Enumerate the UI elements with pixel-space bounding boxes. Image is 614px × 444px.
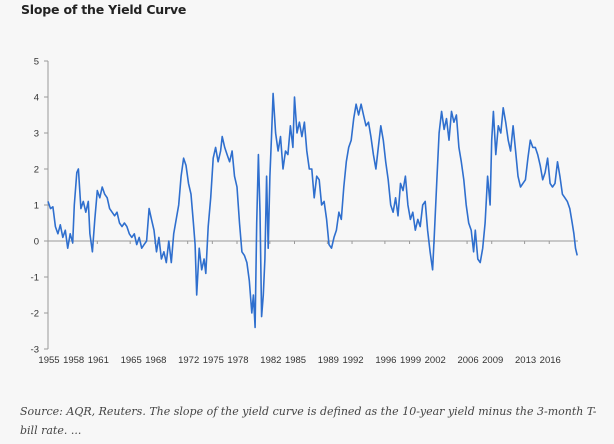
x-tick-label: 1978 — [227, 355, 248, 366]
x-tick-label: 1996 — [375, 355, 396, 366]
x-tick-label: 1961 — [88, 355, 109, 366]
y-tick-label: -3 — [31, 345, 39, 356]
x-tick-label: 2013 — [515, 355, 536, 366]
x-tick-label: 1982 — [260, 355, 281, 366]
line-chart: 5 4 3 2 1 0 -1 -2 -3 1955 1958 1961 1965 1968 1972 197… — [31, 57, 578, 366]
x-tick-label: 1965 — [121, 355, 142, 366]
x-tick-label: 2009 — [482, 355, 503, 366]
x-tick-label: 1972 — [178, 355, 199, 366]
y-tick-label: 2 — [34, 165, 39, 176]
y-tick-label: 3 — [34, 129, 39, 140]
chart-caption: Source: AQR, Reuters. The slope of the y… — [20, 405, 597, 437]
series-line — [47, 92, 578, 329]
x-tick-label: 1992 — [342, 355, 363, 366]
y-tick-label: 1 — [34, 201, 39, 212]
x-tick-label: 1955 — [38, 355, 59, 366]
x-tick-label: 1999 — [400, 355, 421, 366]
y-tick-label: 4 — [34, 93, 39, 104]
chart-title: Slope of the Yield Curve — [21, 2, 187, 17]
x-tick-label: 1968 — [145, 355, 166, 366]
x-tick-label: 1989 — [318, 355, 339, 366]
y-tick-label: -2 — [31, 309, 39, 320]
y-tick-label: 0 — [34, 237, 39, 248]
x-tick-label: 2006 — [457, 355, 478, 366]
y-tick-label: 5 — [34, 57, 39, 68]
y-tick-label: -1 — [31, 273, 39, 284]
x-tick-label: 1958 — [63, 355, 84, 366]
x-tick-label: 2016 — [540, 355, 561, 366]
y-axis: 5 4 3 2 1 0 -1 -2 -3 — [31, 57, 49, 356]
x-tick-label: 1985 — [285, 355, 306, 366]
series-layer — [47, 92, 578, 329]
x-tick-label: 2002 — [425, 355, 446, 366]
x-tick-label: 1975 — [203, 355, 224, 366]
x-axis: 1955 1958 1961 1965 1968 1972 1975 1978 1982 1985… — [38, 240, 578, 366]
